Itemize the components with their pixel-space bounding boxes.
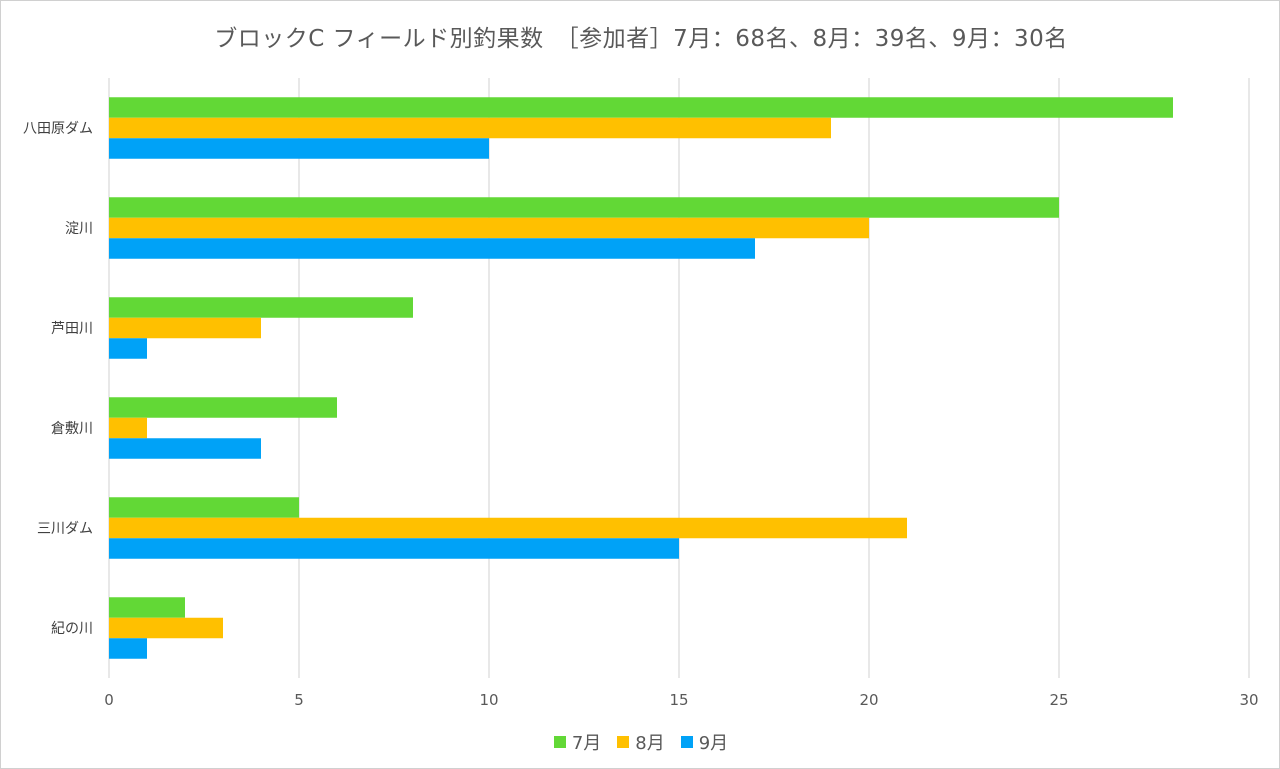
- legend-item: 8月: [617, 729, 665, 755]
- bar: [109, 217, 869, 239]
- bar: [109, 297, 413, 318]
- bar: [109, 638, 147, 659]
- y-category-label: 紀の川: [51, 621, 93, 637]
- y-category-label: 倉敷川: [51, 421, 93, 437]
- x-tick-label: 20: [859, 691, 878, 709]
- bar: [109, 197, 1059, 218]
- bar: [109, 117, 831, 139]
- x-tick-label: 25: [1049, 691, 1068, 709]
- bar: [109, 517, 907, 539]
- bar: [109, 138, 489, 159]
- grid-lines: [108, 78, 1250, 678]
- y-category-label: 淀川: [65, 221, 93, 237]
- y-category-label: 芦田川: [51, 321, 93, 337]
- bar: [109, 617, 223, 639]
- chart-title: ブロックC フィールド別釣果数 ［参加者］7月：68名、8月：39名、9月：30…: [214, 26, 1068, 52]
- bar: [109, 317, 261, 339]
- x-tick-label: 30: [1239, 691, 1258, 709]
- x-tick-label: 5: [294, 691, 304, 709]
- y-category-label: 三川ダム: [37, 521, 93, 537]
- legend-swatch: [617, 736, 630, 748]
- bar: [109, 417, 147, 439]
- bar: [109, 497, 299, 518]
- x-tick-label: 0: [104, 691, 114, 709]
- bar: [109, 97, 1173, 118]
- x-tick-label: 15: [669, 691, 688, 709]
- x-tick-label: 10: [479, 691, 498, 709]
- legend-swatch: [553, 736, 566, 748]
- bar: [109, 238, 755, 259]
- bar: [109, 397, 337, 418]
- bars: [109, 97, 1173, 659]
- chart-legend: 7月 8月 9月: [1, 729, 1280, 755]
- bar: [109, 538, 679, 559]
- legend-label: 7月: [571, 733, 602, 754]
- bar: [109, 597, 185, 618]
- bar: [109, 438, 261, 459]
- legend-label: 9月: [698, 733, 729, 754]
- legend-item: 7月: [553, 729, 602, 755]
- legend-item: 9月: [680, 729, 729, 755]
- legend-swatch: [680, 736, 693, 748]
- bar: [109, 338, 147, 359]
- y-category-label: 八田原ダム: [23, 121, 93, 137]
- legend-label: 8月: [635, 733, 665, 754]
